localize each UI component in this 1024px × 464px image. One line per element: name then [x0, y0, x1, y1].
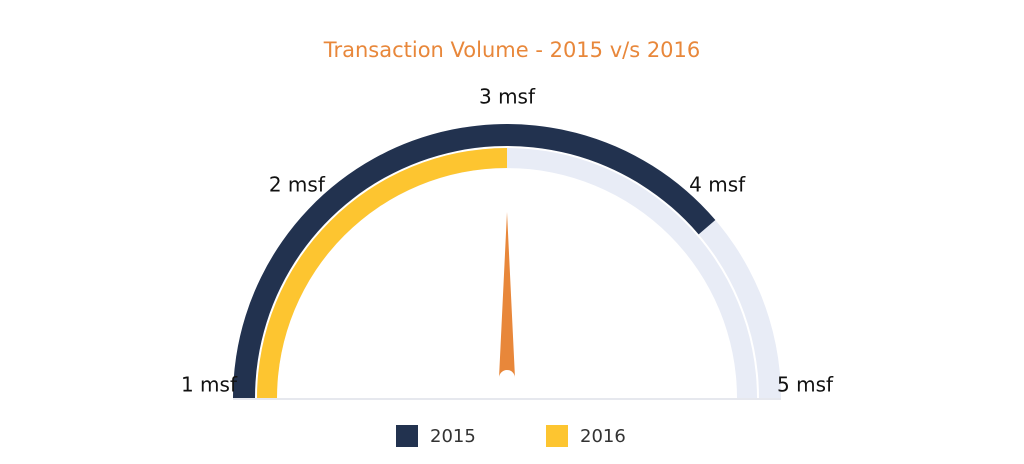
tick-label: 2 msf	[269, 172, 326, 196]
tick-label: 4 msf	[689, 172, 746, 196]
tick-label: 5 msf	[777, 373, 834, 397]
needle	[499, 212, 515, 378]
legend-swatch	[546, 425, 568, 447]
gauge-arc	[233, 124, 716, 398]
legend-label: 2016	[580, 426, 626, 447]
chart-title: Transaction Volume - 2015 v/s 2016	[323, 38, 701, 62]
legend-label: 2015	[430, 426, 476, 447]
tick-label: 1 msf	[181, 373, 238, 397]
legend-swatch	[396, 425, 418, 447]
gauge-arc	[257, 148, 507, 398]
tick-label: 3 msf	[479, 85, 536, 109]
